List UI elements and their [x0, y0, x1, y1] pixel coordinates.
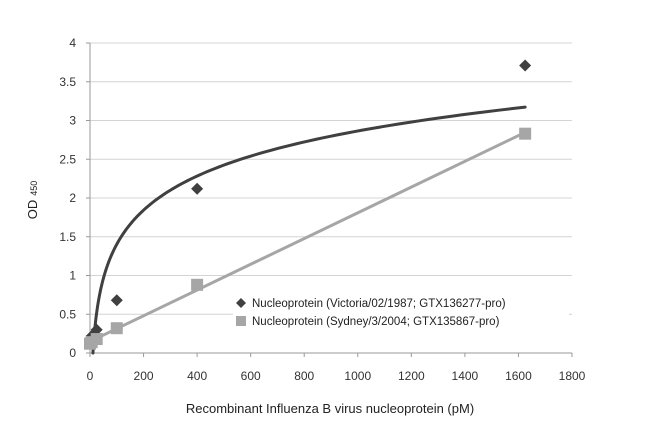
x-axis-ticks: 0 200 400 600 800 1000 1200 1400 1600 1800: [87, 353, 586, 383]
trendlines: [88, 105, 527, 355]
y-tick-label: 2: [69, 191, 76, 205]
y-tick-label: 1: [69, 269, 76, 283]
y-axis-ticks: 0 0.5 1 1.5 2 2.5 3 3.5 4: [59, 36, 90, 360]
y-axis-title: OD 450: [25, 181, 40, 220]
legend-marker-square: [236, 316, 246, 326]
x-tick-label: 600: [241, 369, 261, 383]
data-point-square: [191, 278, 204, 291]
legend-box: [233, 293, 569, 333]
data-markers: [84, 59, 532, 350]
data-point-diamond: [519, 59, 532, 72]
x-tick-label: 1200: [398, 369, 425, 383]
x-tick-label: 200: [134, 369, 154, 383]
legend-marker-diamond: [236, 298, 246, 308]
data-point-diamond: [90, 323, 103, 336]
data-point-square: [90, 333, 103, 346]
y-tick-label: 4: [69, 36, 76, 50]
data-point-diamond: [110, 294, 123, 307]
x-tick-label: 1400: [452, 369, 479, 383]
legend: Nucleoprotein (Victoria/02/1987; GTX1362…: [233, 293, 569, 333]
legend-label-series-2: Nucleoprotein (Sydney/3/2004; GTX135867-…: [252, 316, 500, 328]
y-tick-label: 0: [69, 346, 76, 360]
x-tick-label: 1000: [344, 369, 371, 383]
grid: [90, 42, 572, 315]
trendline-series-2: [88, 130, 527, 344]
trendline-series-1: [91, 105, 527, 355]
x-tick-label: 0: [87, 369, 94, 383]
y-tick-label: 3: [69, 114, 76, 128]
y-tick-label: 0.5: [59, 307, 76, 321]
data-point-square: [519, 127, 532, 140]
y-axis-title-subscript: 450: [29, 181, 39, 196]
data-point-square: [110, 322, 123, 335]
data-point-diamond: [191, 182, 204, 195]
x-tick-label: 800: [294, 369, 314, 383]
x-tick-label: 400: [187, 369, 207, 383]
y-axis-title-main: OD: [25, 200, 40, 220]
legend-label-series-1: Nucleoprotein (Victoria/02/1987; GTX1362…: [252, 298, 506, 310]
y-tick-label: 2.5: [59, 152, 76, 166]
x-tick-label: 1800: [559, 369, 586, 383]
y-tick-label: 1.5: [59, 230, 76, 244]
x-axis-title: Recombinant Influenza B virus nucleoprot…: [186, 401, 474, 416]
x-tick-label: 1600: [505, 369, 532, 383]
y-tick-label: 3.5: [59, 75, 76, 89]
